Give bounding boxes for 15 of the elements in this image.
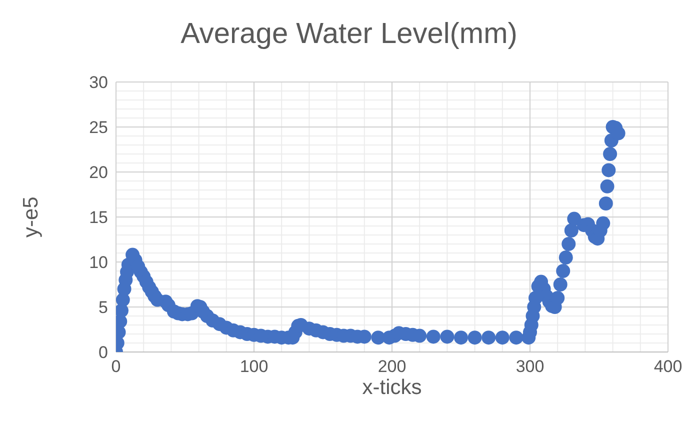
y-tick-label: 30 [89, 73, 108, 92]
chart-title: Average Water Level(mm) [180, 18, 518, 51]
y-tick-label: 15 [89, 208, 108, 228]
x-tick-label: 0 [111, 357, 121, 376]
x-tick-label: 100 [240, 357, 268, 376]
y-tick-label: 0 [98, 343, 108, 362]
y-tick-label: 5 [98, 298, 108, 318]
x-axis-title: x-ticks [362, 376, 422, 399]
x-tick-label: 400 [654, 357, 682, 376]
x-tick-label: 300 [516, 357, 544, 376]
x-tick-label: 200 [378, 357, 406, 376]
y-tick-label: 25 [89, 118, 108, 138]
y-tick-label: 20 [89, 163, 108, 182]
y-axis-title: y-e5 [19, 196, 42, 238]
y-tick-label: 10 [89, 253, 108, 272]
